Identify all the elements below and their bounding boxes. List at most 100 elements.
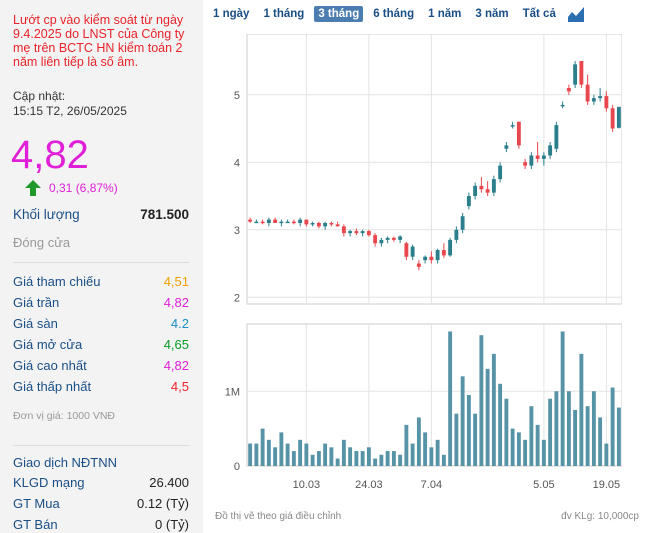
arrow-up-icon: [25, 180, 41, 196]
candle-body: [560, 104, 565, 107]
volume-panel-frame: [246, 323, 622, 467]
stat-row-ceiling: Giá trần 4,82: [13, 295, 189, 310]
candle-body: [516, 121, 521, 146]
update-label: Cập nhật:: [13, 89, 66, 103]
update-info: Cập nhật: 15:15 T2, 26/05/2025: [13, 89, 127, 119]
chart-footnote-right: đv KLg: 10,000cp: [561, 511, 639, 522]
candle-body: [504, 145, 509, 149]
x-tick-label: 7.04: [421, 479, 442, 491]
tab-all[interactable]: Tất cả: [522, 8, 556, 20]
candle-body: [373, 235, 378, 244]
divider: [13, 262, 189, 263]
candle-body: [566, 88, 571, 92]
candle-body: [379, 239, 384, 244]
foreign-label: GT Bán: [13, 517, 58, 532]
volume-bar: [385, 451, 390, 466]
volume-bar: [341, 439, 346, 466]
candle-body: [298, 219, 303, 223]
volume-bar: [329, 447, 334, 466]
foreign-row: GT Bán 0 (Tỷ): [13, 517, 189, 532]
candle-body: [510, 125, 515, 127]
tab-6-months[interactable]: 6 tháng: [373, 8, 415, 20]
candle-body: [279, 221, 284, 224]
foreign-label: KLGD mạng: [13, 475, 85, 490]
volume-bar: [573, 409, 578, 466]
candle-body: [391, 237, 396, 240]
stat-label: Giá thấp nhất: [13, 379, 92, 394]
volume-value: 781.500: [140, 207, 189, 222]
x-tick-label: 19.05: [593, 479, 621, 491]
volume-bar: [448, 331, 453, 466]
candle-body: [604, 96, 609, 109]
volume-bar: [285, 443, 290, 466]
volume-bar: [348, 447, 353, 466]
tab-1-month[interactable]: 1 tháng: [263, 8, 305, 20]
unit-text: Đơn vị giá: 1000 VNĐ: [13, 410, 116, 422]
candle-body: [616, 106, 621, 128]
x-tick-label: 10.03: [293, 479, 321, 491]
candle-body: [410, 246, 415, 257]
volume-bar: [273, 447, 278, 466]
x-tick-label: 24.03: [355, 479, 383, 491]
candle-body: [448, 239, 453, 256]
candle-body: [573, 64, 578, 85]
volume-bar: [454, 413, 459, 466]
volume-bar: [323, 443, 328, 466]
volume-bar: [304, 443, 309, 466]
candle-body: [591, 98, 596, 102]
chart-type-icon[interactable]: [567, 6, 584, 22]
stat-row-high: Giá cao nhất 4,82: [13, 358, 189, 373]
volume-bar: [404, 424, 409, 466]
volume-bar: [360, 451, 365, 466]
volume-bar: [498, 383, 503, 466]
tab-1-year[interactable]: 1 năm: [428, 8, 462, 20]
volume-tick-label: 1M: [225, 386, 240, 398]
candle-body: [398, 236, 403, 240]
candle-body: [491, 179, 496, 193]
price-tick-label: 4: [234, 157, 240, 169]
candle-body: [579, 61, 584, 85]
stat-value: 4,82: [163, 358, 189, 373]
candle-body: [316, 223, 321, 227]
chart-footnote-left: Đồ thị vẽ theo giá điều chỉnh: [215, 511, 342, 522]
volume-bar: [373, 458, 378, 466]
volume-bar: [604, 443, 609, 466]
volume-bar: [548, 398, 553, 466]
volume-bar: [441, 454, 446, 466]
candle-body: [273, 219, 278, 223]
stat-label: Giá mở cửa: [13, 337, 83, 352]
volume-bar: [391, 451, 396, 466]
stat-row-floor: Giá sàn 4.2: [13, 316, 189, 331]
volume-bar: [473, 413, 478, 466]
volume-bar: [335, 458, 340, 466]
candle-body: [535, 155, 540, 159]
volume-bar: [423, 432, 428, 466]
tab-3-years[interactable]: 3 năm: [475, 8, 509, 20]
volume-bar: [466, 395, 471, 466]
candle-body: [416, 263, 421, 267]
volume-bar: [260, 428, 265, 466]
foreign-value: 0 (Tỷ): [155, 517, 189, 532]
volume-bar: [410, 443, 415, 466]
candle-body: [523, 162, 528, 166]
volume-bar: [523, 439, 528, 466]
volume-tick-label: 0: [234, 461, 240, 473]
volume-bar: [485, 368, 490, 466]
candle-body: [541, 155, 546, 159]
stat-row-ref: Giá tham chiếu 4,51: [13, 274, 189, 289]
volume-bar: [266, 439, 271, 466]
tab-1-day[interactable]: 1 ngày: [213, 8, 250, 20]
candle-body: [423, 256, 428, 261]
stat-row-open: Giá mở cửa 4,65: [13, 337, 189, 352]
volume-bar: [491, 353, 496, 466]
volume-bar: [585, 406, 590, 466]
candle-body: [435, 250, 440, 261]
candle-body: [454, 229, 459, 240]
volume-bar: [354, 451, 359, 466]
session-status: Đóng cửa: [13, 235, 189, 250]
tab-3-months[interactable]: 3 tháng: [314, 6, 364, 22]
candle-body: [404, 243, 409, 257]
volume-bar: [479, 335, 484, 466]
stat-label: Giá cao nhất: [13, 358, 87, 373]
volume-bar: [535, 424, 540, 466]
